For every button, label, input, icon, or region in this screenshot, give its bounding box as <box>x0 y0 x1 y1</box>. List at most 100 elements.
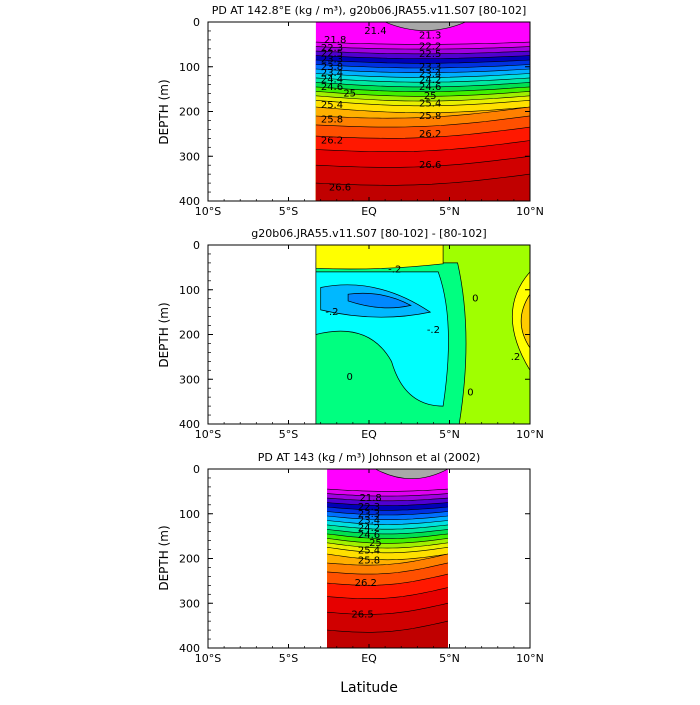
y-tick-label: 100 <box>179 284 200 297</box>
contour-line <box>315 41 530 45</box>
contour-line <box>315 59 530 64</box>
y-tick-label: 0 <box>193 239 200 252</box>
contour-line <box>327 562 448 575</box>
x-tick-label: 5°N <box>439 428 460 441</box>
y-tick-label: 100 <box>179 61 200 74</box>
contour-label: -.2 <box>388 265 401 276</box>
contour-line <box>327 547 448 554</box>
diff-region-most-negative <box>347 292 412 309</box>
contour-label: 25 <box>343 89 356 100</box>
contour-label: 23.4 <box>358 515 380 526</box>
contour-line <box>327 497 448 502</box>
contour-label: 25.4 <box>321 100 343 111</box>
contour-line <box>327 620 448 633</box>
contour-label: 24.6 <box>321 82 343 93</box>
contour-line <box>315 95 530 102</box>
contour-line <box>315 126 530 139</box>
plot-area: -.2 -.2 -.2 0 0 0 .2 <box>315 245 530 424</box>
contour-line <box>315 106 530 119</box>
contour-label: 26.6 <box>419 160 441 171</box>
contour-line <box>315 155 530 168</box>
contour-label: 23.8 <box>321 62 343 73</box>
contour-line <box>315 64 530 69</box>
contour-line <box>315 140 530 152</box>
contour-label: 26.2 <box>355 578 377 589</box>
contour-line <box>327 506 448 511</box>
contour-line <box>327 602 448 615</box>
contour-line <box>327 520 448 525</box>
contour-label: 23.4 <box>419 69 441 80</box>
contour-label: 22.5 <box>321 48 343 59</box>
contour-line <box>315 86 530 92</box>
contour-label: 21.8 <box>359 493 381 504</box>
contour-line <box>327 515 448 520</box>
y-tick-label: 0 <box>193 463 200 476</box>
y-axis-label: DEPTH (m) <box>157 79 171 144</box>
contour-label: 25.8 <box>321 115 343 126</box>
y-tick-label: 400 <box>179 642 200 655</box>
contour-label: 26.2 <box>419 129 441 140</box>
contour-line <box>315 73 530 78</box>
contour-line <box>315 55 530 59</box>
contour-label: 25 <box>424 91 437 102</box>
missing-data-region <box>384 22 466 31</box>
x-tick-label: 5°S <box>279 652 298 665</box>
y-tick-label: 300 <box>179 150 200 163</box>
contour-line <box>315 100 530 107</box>
contour-label: -.2 <box>325 307 338 318</box>
contour-line <box>327 587 448 599</box>
contour-line <box>315 68 530 73</box>
contour-label: 21.8 <box>324 35 346 46</box>
x-tick-label: 10°S <box>195 205 221 218</box>
contour-label: 26.6 <box>329 183 351 194</box>
contour-label: 25.8 <box>358 556 380 567</box>
contour-label: 22.5 <box>419 49 441 60</box>
y-tick-label: 300 <box>179 597 200 610</box>
contour-line <box>327 529 448 535</box>
contour-label: 24.2 <box>419 75 441 86</box>
contour-line <box>315 50 530 55</box>
axes: 10°S 5°S EQ 5°N 10°N 0 100 200 300 400 <box>179 463 544 665</box>
x-tick-label: 5°N <box>439 652 460 665</box>
contour-label: 25.8 <box>419 111 441 122</box>
contour-line <box>327 488 448 492</box>
contour-label: 23.3 <box>358 509 380 520</box>
contour-line <box>315 82 530 88</box>
contour-line <box>327 493 448 497</box>
panel-density-johnson: PD AT 143 (kg / m³) Johnson et al (2002)… <box>157 451 544 696</box>
x-tick-label: 10°N <box>516 652 544 665</box>
axes: 10°S 5°S EQ 5°N 10°N 0 100 200 300 400 <box>179 16 544 218</box>
contour-label: 22.3 <box>321 43 343 54</box>
contour-line <box>327 542 448 549</box>
x-tick-label: 10°S <box>195 428 221 441</box>
x-tick-label: 5°S <box>279 428 298 441</box>
y-tick-label: 200 <box>179 553 200 566</box>
x-tick-label: EQ <box>361 428 377 441</box>
x-axis-label: Latitude <box>340 680 398 696</box>
contour-label: 25.4 <box>419 98 441 109</box>
panel-density-model: PD AT 142.8°E (kg / m³), g20b06.JRA55.v1… <box>157 4 544 218</box>
y-tick-label: 400 <box>179 418 200 431</box>
y-tick-label: 0 <box>193 16 200 29</box>
panel-density-difference: g20b06.JRA55.v11.S07 [80-102] - [80-102]… <box>157 227 544 441</box>
contour-label: 25.4 <box>358 545 380 556</box>
y-tick-label: 300 <box>179 373 200 386</box>
contour-line <box>327 502 448 506</box>
contour-line <box>327 553 448 561</box>
x-tick-label: 10°N <box>516 428 544 441</box>
contour-label: .2 <box>511 352 521 363</box>
contour-line <box>327 553 448 566</box>
contour-label: -.2 <box>427 325 440 336</box>
y-tick-label: 200 <box>179 329 200 342</box>
x-tick-label: 10°N <box>516 205 544 218</box>
contour-line <box>327 511 448 516</box>
contour-line <box>315 46 530 50</box>
y-tick-label: 100 <box>179 508 200 521</box>
contour-label: 0 <box>467 388 473 399</box>
contour-line <box>327 538 448 544</box>
diff-region-positive-top <box>315 245 444 270</box>
y-tick-label: 200 <box>179 106 200 119</box>
